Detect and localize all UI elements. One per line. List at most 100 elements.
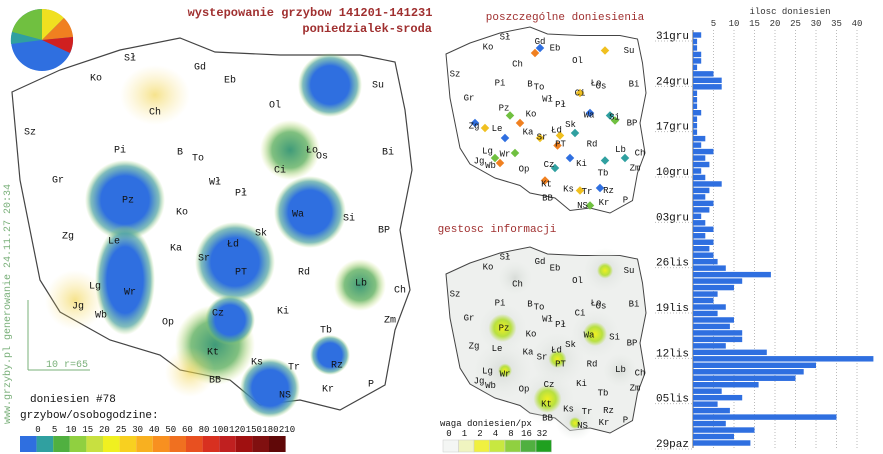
city-label: Rz <box>603 406 614 416</box>
city-label: Zg <box>469 341 480 351</box>
legend-swatch <box>53 436 70 452</box>
subtitle: poniedzialek-sroda <box>302 22 432 36</box>
city-label: Rd <box>298 267 310 279</box>
city-label: Eb <box>550 263 561 273</box>
city-label: Op <box>519 384 530 394</box>
bar <box>693 109 702 116</box>
city-label: Ol <box>269 100 281 112</box>
bar <box>693 129 698 135</box>
density-label: 4 <box>493 429 498 439</box>
city-label: Sk <box>565 340 576 350</box>
bar <box>693 233 706 239</box>
legend-swatch <box>36 436 54 452</box>
bar <box>693 304 726 310</box>
bar <box>693 420 726 427</box>
bar <box>693 220 706 226</box>
bar <box>693 343 726 349</box>
city-label: To <box>192 154 204 165</box>
city-label: Lb <box>615 145 626 155</box>
city-label: Pi <box>114 145 126 157</box>
y-tick-label: 19lis <box>656 303 689 315</box>
city-label: Jg <box>474 376 485 386</box>
bar <box>693 103 698 109</box>
city-label: Si <box>343 213 355 225</box>
city-label: Ki <box>576 159 587 169</box>
city-label: Si <box>609 112 620 122</box>
legend-swatch <box>202 436 220 452</box>
city-label: Ks <box>563 404 574 414</box>
density-blob <box>497 260 533 296</box>
city-label: Lb <box>615 365 626 375</box>
city-label: Cz <box>544 160 555 170</box>
legend: 0 5 10 15 20 25 30 40 50 60 80 100 120 150 180 210 <box>20 425 295 452</box>
city-label: Sł <box>500 32 511 42</box>
x-tick-label: 20 <box>770 19 781 29</box>
bar <box>693 349 767 356</box>
city-label: Pz <box>499 103 510 113</box>
city-label: Gd <box>535 257 546 267</box>
density-spot <box>488 314 517 342</box>
city-label: Ch <box>512 279 523 289</box>
density-blob <box>602 353 638 388</box>
city-label: Gr <box>464 93 475 103</box>
city-label: Le <box>492 344 503 354</box>
legend-swatch <box>152 436 170 452</box>
legend-swatch <box>69 436 87 452</box>
bar <box>693 84 722 90</box>
city-label: Tb <box>598 168 609 178</box>
city-label: Wr <box>500 149 511 159</box>
city-label: Le <box>492 124 503 134</box>
city-label: Lg <box>482 146 493 156</box>
city-label: Ol <box>572 56 583 66</box>
bar <box>693 161 710 168</box>
city-label: P <box>623 195 628 205</box>
density-label: 1 <box>462 429 467 439</box>
city-label: Kr <box>599 198 610 208</box>
bar <box>693 388 722 394</box>
bar <box>693 317 734 323</box>
city-label: Gd <box>194 62 206 74</box>
city-label: Wb <box>485 161 496 171</box>
city-label: Sł <box>500 252 511 262</box>
legend-label: 80 <box>199 425 210 435</box>
city-label: Wb <box>485 381 496 391</box>
city-label: Tr <box>582 187 593 197</box>
density-spot <box>597 262 613 279</box>
bar <box>693 116 698 122</box>
density-label: 0 <box>446 429 451 439</box>
city-label: Lg <box>89 282 101 293</box>
y-tick-label: 17gru <box>656 122 689 134</box>
city-label: BP <box>627 118 638 128</box>
bar <box>693 207 710 213</box>
scale-note: 10 r=65 <box>46 360 88 371</box>
city-label: Gr <box>464 313 475 323</box>
city-label: Zg <box>62 232 74 243</box>
city-label: Tb <box>320 325 332 337</box>
bar <box>693 433 734 440</box>
city-label: Eb <box>224 75 236 87</box>
city-label: To <box>534 82 545 92</box>
city-label: Zm <box>630 163 641 173</box>
report-point <box>495 158 505 168</box>
legend-swatch <box>136 436 153 452</box>
city-label: Wa <box>292 210 304 221</box>
city-label: Tb <box>598 388 609 398</box>
bar <box>693 330 743 336</box>
legend-label: 120 <box>229 425 245 435</box>
report-histogram: ilosc doniesien 5 10 15 20 25 30 35 40 29paz 05lis… <box>655 7 874 451</box>
city-label: Rd <box>587 359 598 369</box>
x-tick-label: 10 <box>729 19 740 29</box>
city-label: Wb <box>95 310 107 322</box>
city-label: Rz <box>603 186 614 196</box>
city-label: Su <box>372 81 384 92</box>
bar <box>693 194 706 200</box>
city-label: Le <box>108 237 120 248</box>
city-label: Wł <box>542 94 553 104</box>
city-label: Zm <box>630 383 641 393</box>
x-tick-label: 35 <box>831 19 842 29</box>
city-label: Sz <box>450 69 461 79</box>
city-label: BP <box>627 338 638 348</box>
city-label: Sk <box>255 228 267 240</box>
legend-label: 210 <box>279 425 295 435</box>
